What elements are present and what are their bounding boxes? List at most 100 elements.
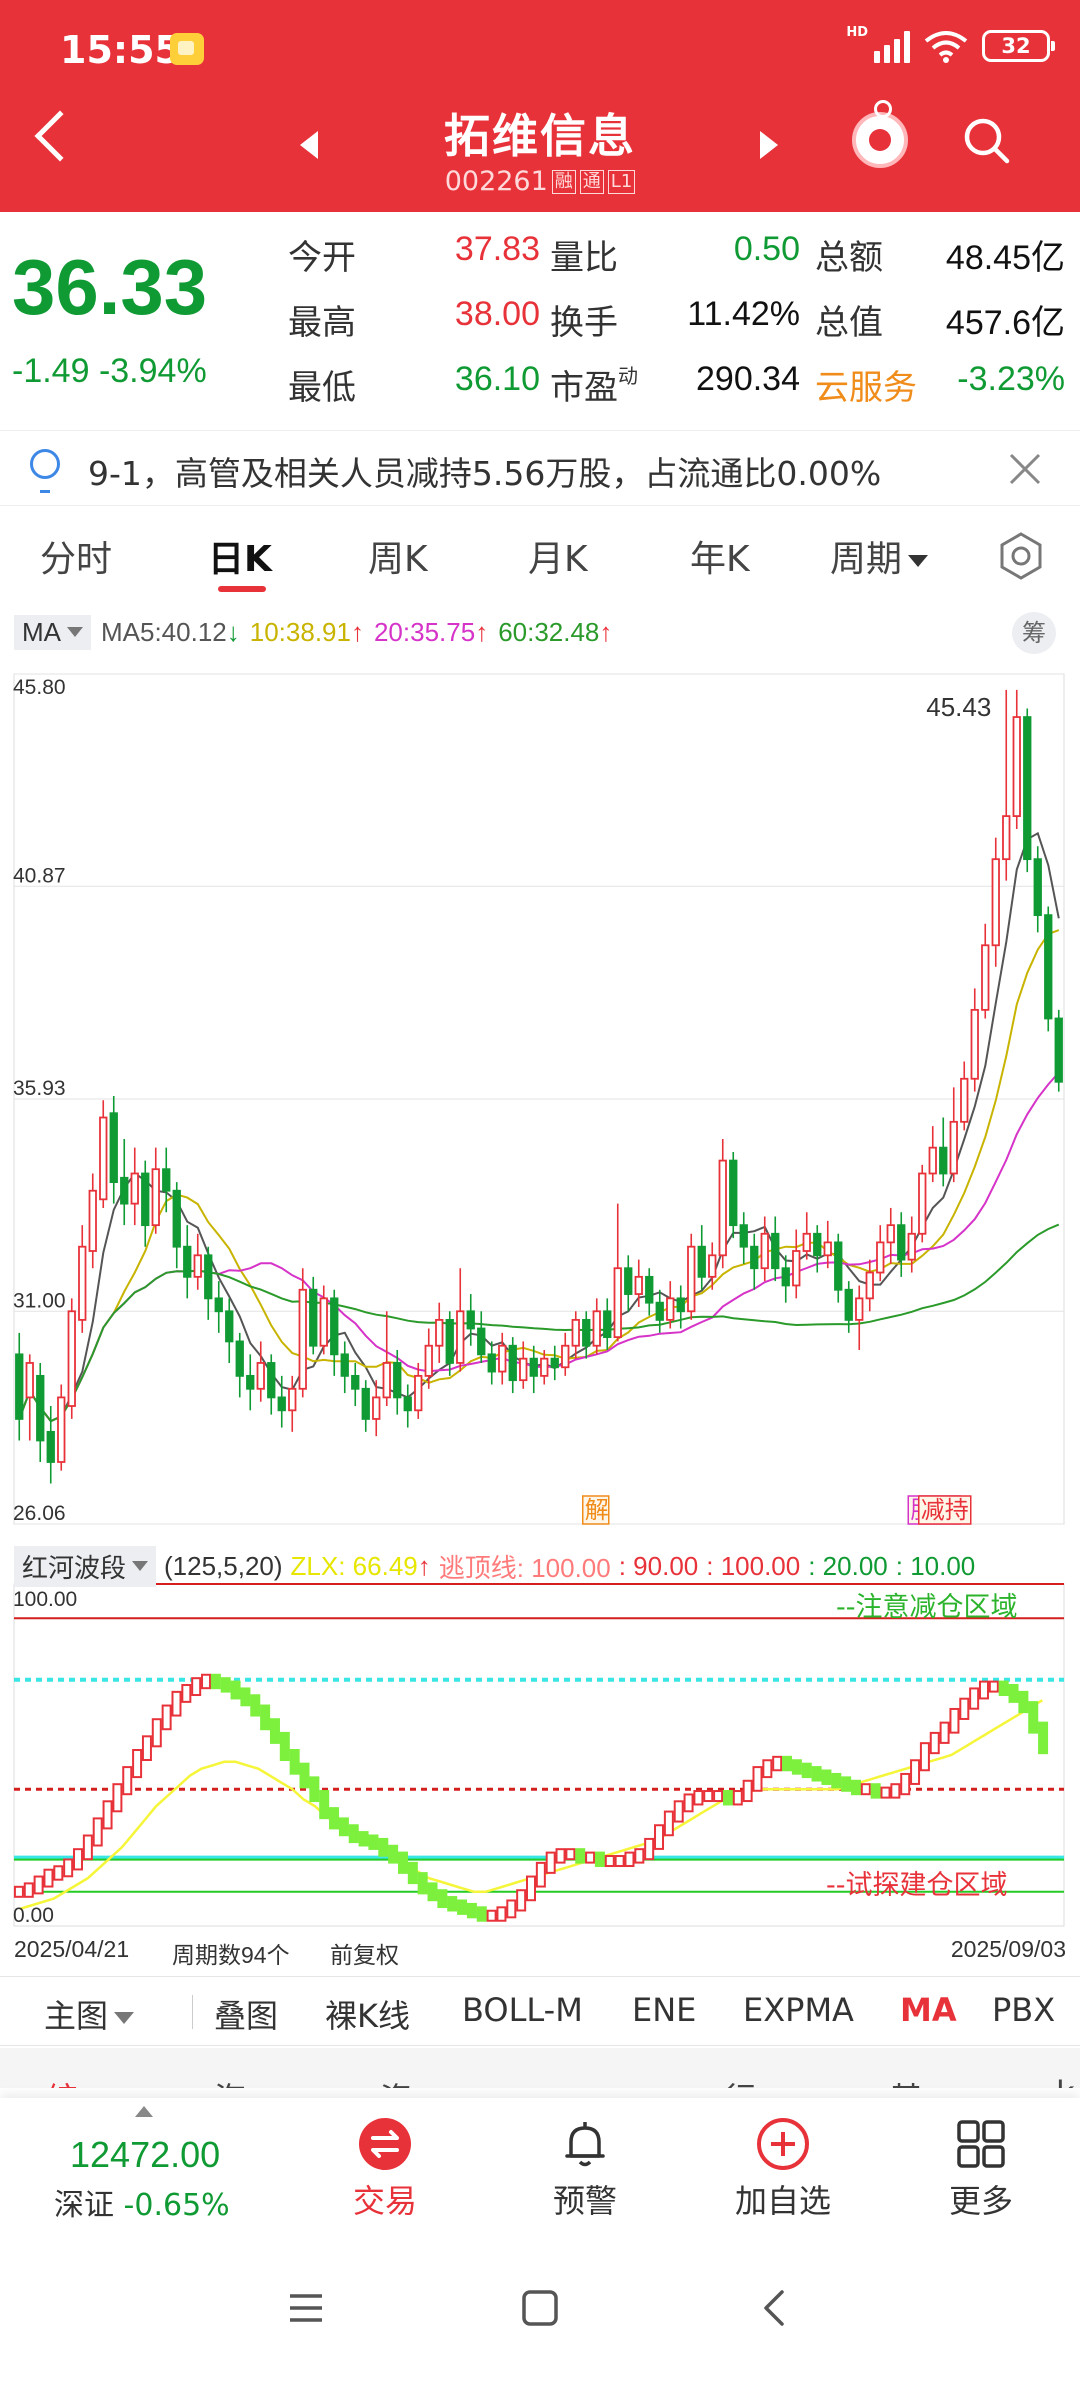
indicator-bar: [279, 1731, 290, 1762]
event-marker: 解: [582, 1495, 610, 1525]
indicator-bar: [269, 1718, 280, 1744]
indicator-bar: [949, 1707, 960, 1734]
mascot-icon[interactable]: [852, 100, 908, 168]
partial-tab[interactable]: k: [1056, 2074, 1075, 2088]
adjust-mode[interactable]: 前复权: [330, 1942, 399, 1968]
indicator-bar: [82, 1834, 93, 1861]
candle-body: [183, 1245, 192, 1278]
system-back-icon[interactable]: [756, 2288, 796, 2328]
candle-body: [193, 1254, 202, 1278]
candle: [886, 1207, 895, 1264]
expand-up-icon[interactable]: [135, 2106, 153, 2117]
candle-body: [550, 1357, 559, 1369]
tab-boll-m[interactable]: BOLL-M: [462, 1991, 583, 2029]
tab-overlay[interactable]: 叠图: [214, 1997, 279, 2035]
candle: [46, 1406, 55, 1484]
chevron-down-icon: [132, 1561, 149, 1571]
tab-yearly-k[interactable]: 年K: [690, 539, 750, 580]
candle: [382, 1311, 391, 1407]
sector-label[interactable]: 云服务: [815, 368, 917, 408]
indicator-bar: [496, 1906, 507, 1922]
open-label: 今开: [288, 238, 356, 278]
nav-trade[interactable]: 交易: [320, 2116, 450, 2222]
indicator-bar: [358, 1831, 369, 1847]
tab-daily-k[interactable]: 日K: [208, 539, 272, 580]
tab-expma[interactable]: EXPMA: [743, 1991, 854, 2029]
candle-body: [1023, 716, 1032, 861]
partial-tab[interactable]: 行: [724, 2074, 756, 2088]
candle-body: [120, 1176, 129, 1205]
tab-ma[interactable]: MA: [900, 1991, 957, 2029]
indicator-bar: [663, 1810, 674, 1837]
partial-tab[interactable]: 海: [214, 2074, 246, 2088]
close-icon[interactable]: [1005, 449, 1045, 489]
grid-icon: [957, 2120, 1005, 2168]
indicator-bar: [516, 1889, 527, 1912]
candle-body: [592, 1310, 601, 1347]
indicator-bar: [299, 1762, 310, 1789]
candle-body: [844, 1288, 853, 1321]
candle-body: [750, 1245, 759, 1270]
partial-tab[interactable]: 资: [380, 2074, 412, 2088]
tab-weekly-k[interactable]: 周K: [368, 539, 428, 580]
partial-tab[interactable]: 综: [46, 2074, 78, 2088]
candle: [781, 1255, 790, 1303]
indicator-bar: [673, 1800, 684, 1823]
tab-naked-k[interactable]: 裸K线: [325, 1997, 410, 2035]
search-icon[interactable]: [962, 116, 1010, 164]
candle-body: [603, 1310, 612, 1339]
candle-body: [361, 1387, 370, 1420]
indicator-bar: [821, 1769, 832, 1785]
notice-bar[interactable]: 9-1，高管及相关人员减持5.56万股，占流通比0.00%: [0, 430, 1080, 506]
chip-distribution-button[interactable]: 筹: [1012, 612, 1056, 654]
indicator-bar: [240, 1687, 251, 1707]
candle-body: [508, 1344, 517, 1382]
pe-label: 市盈动: [550, 364, 638, 408]
candle-body: [288, 1387, 297, 1412]
candle-body: [267, 1362, 276, 1399]
candle-body: [445, 1318, 454, 1364]
candle-body: [99, 1116, 108, 1201]
notice-text[interactable]: 9-1，高管及相关人员减持5.56万股，占流通比0.00%: [88, 454, 882, 493]
candle: [708, 1242, 717, 1290]
candle-body: [487, 1353, 496, 1373]
tab-ene[interactable]: ENE: [632, 1991, 697, 2029]
nav-alert[interactable]: 预警: [520, 2116, 650, 2222]
candle: [928, 1126, 937, 1183]
candle-body: [939, 1146, 948, 1175]
candle: [1012, 689, 1021, 830]
settings-hexagon-icon[interactable]: [995, 530, 1047, 582]
indicator-selector[interactable]: 红河波段: [14, 1545, 157, 1587]
tab-intraday[interactable]: 分时: [40, 539, 113, 580]
indicator-bar: [151, 1718, 162, 1748]
indicator-bar: [831, 1772, 842, 1789]
level-badge: L1: [607, 169, 636, 194]
candle-body: [687, 1245, 696, 1313]
next-stock-icon[interactable]: [760, 131, 778, 159]
partial-tab[interactable]: 基: [890, 2074, 922, 2088]
prev-stock-icon[interactable]: [300, 131, 318, 159]
candle-body: [613, 1267, 622, 1339]
partial-scroll-row: 综 海 资 行 基 k: [0, 2048, 1080, 2088]
ma20-legend: 20:35.75↑: [373, 616, 489, 647]
candle-body: [246, 1374, 255, 1390]
menu-icon[interactable]: [286, 2288, 326, 2328]
indicator-bar: [388, 1844, 399, 1864]
candle: [529, 1345, 538, 1394]
home-icon[interactable]: [520, 2288, 560, 2328]
tab-main-chart[interactable]: 主图: [44, 1991, 135, 2037]
tab-monthly-k[interactable]: 月K: [528, 539, 588, 580]
candle-body: [298, 1288, 307, 1390]
indicator-bar: [378, 1837, 389, 1857]
ma-selector[interactable]: MA: [14, 614, 91, 650]
indicator-bar: [112, 1783, 123, 1813]
index-name[interactable]: 深证 -0.65%: [54, 2188, 230, 2223]
indicator-bar: [466, 1902, 477, 1919]
index-value[interactable]: 12472.00: [70, 2134, 221, 2175]
tab-pbx[interactable]: PBX: [992, 1991, 1056, 2029]
nav-more[interactable]: 更多: [916, 2116, 1046, 2222]
tab-period-dropdown[interactable]: 周期: [830, 530, 929, 582]
candle: [981, 923, 990, 1019]
nav-add-watchlist[interactable]: 加自选: [718, 2116, 848, 2222]
